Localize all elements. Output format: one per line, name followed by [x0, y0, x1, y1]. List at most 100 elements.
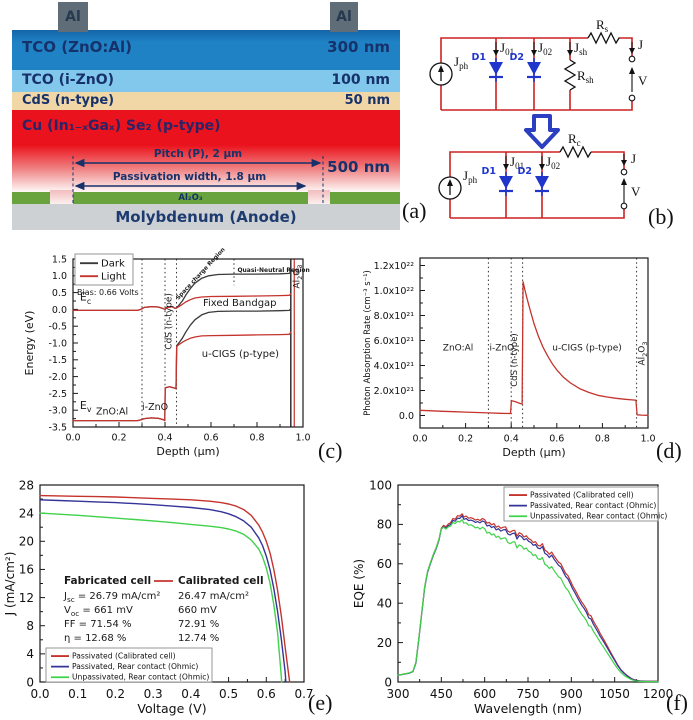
series-light-ec [72, 292, 292, 312]
circuit-two-diode-simplified: Jph J01 J02 Rc J V D1 D2 [438, 131, 641, 219]
terminal-bottom [620, 202, 628, 210]
chart-e: 0.0 0.1 0.2 0.3 0.4 0.5 0.6 0.7 0 4 8 12 16 20 24 28 Vol… [3, 478, 314, 716]
y-tick-label: 20 [377, 636, 392, 650]
panel-letter-c: (c) [318, 438, 343, 463]
legend-item-label: Dark [101, 258, 125, 269]
svg-text:J01: J01 [510, 154, 524, 171]
x-tick-label: 0.6 [257, 687, 276, 701]
tco1-label: TCO (ZnO:Al) [22, 38, 132, 56]
j-arrowhead [629, 48, 635, 54]
y-tick-label: 12 [19, 591, 34, 605]
annotation: Quasi-Neutral Region [237, 267, 309, 274]
y-tick-label: 100 [369, 478, 392, 492]
svg-text:J02: J02 [546, 154, 560, 171]
chart-jv-curves: 0.0 0.1 0.2 0.3 0.4 0.5 0.6 0.7 0 4 8 12 16 20 24 28 Vol… [3, 478, 314, 716]
panel-letter-f: (f) [666, 690, 688, 715]
al-contact-left: Al [58, 2, 88, 32]
chart-eqe: 300 450 600 750 900 1050 1200 0 20 40 60 80 100 Wavel… [352, 478, 673, 716]
annotation: 72.91 % [178, 619, 219, 630]
y-tick-label: -3.0 [48, 406, 67, 417]
v-label: V [638, 73, 648, 88]
legend-item-label: Passivated (Calibrated cell) [72, 651, 176, 660]
d1-label: D1 [482, 166, 497, 177]
annotation: 26.47 mA/cm² [178, 591, 249, 602]
passivation-label: Passivation width, 1.8 µm [112, 171, 267, 183]
legend-item-label: Light [101, 271, 126, 282]
x-tick-label: 0.0 [412, 434, 427, 445]
layer-cds [12, 92, 400, 110]
series-passivated-calibrated [397, 513, 659, 682]
x-tick-label: 0.8 [249, 433, 264, 444]
x-tick-label: 0.2 [458, 434, 473, 445]
v-label: V [631, 184, 641, 199]
svg-text:Rs: Rs [596, 17, 609, 34]
cigs-contact-gap-right [308, 190, 330, 204]
annotation: Calibrated cell [178, 575, 264, 587]
x-tick-label: 0.2 [111, 433, 126, 444]
y-tick-label: 8 [26, 619, 34, 633]
cigs-contact-gap-left [50, 190, 73, 204]
wire [440, 37, 633, 111]
jsh-arrowhead [567, 50, 573, 56]
terminal-bottom [628, 94, 636, 102]
j02-arrowhead [539, 164, 545, 170]
y-tick-label: 0.0 [52, 305, 67, 316]
y-tick-label: -1.0 [48, 338, 67, 349]
layer-al2o3-right [330, 192, 400, 204]
x-tick-label: 1.0 [295, 433, 310, 444]
rc-label: R [568, 131, 577, 146]
diode-d1 [489, 62, 503, 75]
current-source-arrowhead [438, 65, 444, 72]
j02-label: J [538, 40, 543, 55]
annotation: Fabricated cell [64, 575, 151, 587]
x-tick-label: 1200 [643, 687, 674, 701]
wire [449, 151, 625, 219]
y-tick-label: 28 [19, 478, 34, 492]
al2o3-label: Al₂O₃ [178, 193, 203, 203]
terminal-top [620, 168, 628, 176]
layer-molybdenum [12, 204, 400, 230]
diode-d2 [535, 176, 549, 189]
chart-f: 300 450 600 750 900 1050 1200 0 20 40 60 80 100 Wavel… [352, 478, 673, 716]
j-label: J [631, 151, 636, 166]
legend-item-label: Unpassivated, Rear contact (Ohmic) [72, 673, 209, 682]
resistor-rsh [563, 59, 577, 91]
x-tick-label: 0.1 [68, 687, 87, 701]
j02-arrowhead [531, 50, 537, 56]
annotation: CdS (n-type) [510, 333, 520, 387]
x-tick-label: 0.0 [30, 687, 49, 701]
x-tick-label: 0.4 [181, 687, 200, 701]
annotation: Ec [80, 291, 91, 306]
v-arrowhead [629, 67, 635, 74]
mo-label: Molybdenum (Anode) [115, 208, 297, 226]
x-axis-label: Wavelength (nm) [474, 701, 582, 716]
pitch-label: Pitch (P), 2 µm [153, 148, 243, 160]
rsh-label: R [577, 68, 586, 83]
series-passivated-ohmic [39, 499, 287, 683]
x-tick-label: 0.4 [504, 434, 519, 445]
d2-label: D2 [518, 166, 533, 177]
x-tick-label: 0.6 [203, 433, 218, 444]
j01-arrowhead [493, 50, 499, 56]
x-tick-label: 750 [517, 687, 540, 701]
y-tick-label: 0 [26, 675, 34, 689]
j02-label: J [546, 154, 551, 169]
j01-label: J [500, 40, 505, 55]
terminal-top [628, 55, 636, 63]
svg-text:Jph: Jph [463, 168, 478, 185]
layer-al2o3-center [73, 192, 308, 204]
j01-arrowhead [503, 164, 509, 170]
annotation: 660 mV [178, 605, 217, 616]
y-tick-label: -2.5 [48, 389, 67, 400]
x-tick-label: 600 [473, 687, 496, 701]
legend-box [74, 253, 134, 286]
x-tick-label: 1.0 [640, 434, 655, 445]
d1-label: D1 [472, 52, 487, 63]
al-contact-label: Al [65, 9, 81, 25]
j-label: J [638, 37, 643, 52]
y-tick-label: 60 [377, 557, 392, 571]
j01-label: J [510, 154, 515, 169]
y-tick-label: -3.5 [48, 422, 67, 433]
series-dark-ev [72, 307, 292, 422]
